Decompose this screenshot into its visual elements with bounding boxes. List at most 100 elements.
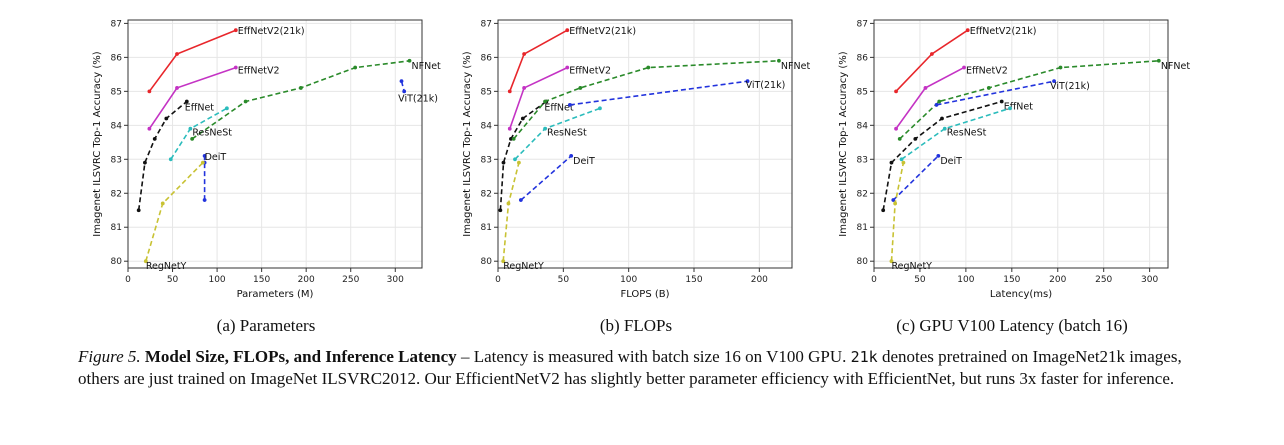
chart-panel-flops: 0 50 100 150 200 80 81 82 83 84 85 86 87 FLOPS (B) Ima… [450, 8, 822, 308]
x-tick-label-3: 150 [253, 275, 270, 285]
point-resnest-2 [598, 106, 602, 111]
point-regnety-1 [506, 201, 511, 206]
series-line-regnety [502, 162, 520, 262]
caption-text-1: – Latency is measured with batch size 16… [456, 347, 851, 366]
point-nfnet-3 [353, 65, 358, 70]
point-effnet-4 [184, 99, 189, 104]
point-resnest-1 [188, 126, 193, 131]
chart-panel-latency: 0 50 100 150 200 250 300 80 81 82 83 84 85 86 87 Latenc… [826, 8, 1198, 308]
series-label-resnest: ResNeSt [192, 128, 232, 139]
series-line-effnet [137, 100, 188, 211]
point-nfnet-1 [243, 99, 248, 104]
series-label-nfnet: NFNet [412, 61, 442, 72]
point-effnet-3 [940, 116, 944, 121]
subcaption-flops: (b) FLOPs [599, 316, 673, 335]
point-effnetv2-21k-0 [894, 89, 898, 94]
series-label-effnet: EffNet [1004, 102, 1033, 113]
series-label-regnety: RegNetY [146, 261, 187, 272]
y-axis-title: Imagenet ILSVRC Top-1 Accuracy (%) [92, 51, 103, 236]
point-nfnet-1 [543, 99, 547, 104]
series-line-effnetv2 [509, 66, 568, 129]
y-tick-label-6: 86 [111, 53, 123, 63]
point-effnet-0 [136, 208, 141, 213]
point-resnest-1 [942, 126, 947, 131]
point-resnest-0 [899, 157, 904, 162]
point-nfnet-4 [777, 58, 781, 63]
series-line-nfnet [513, 60, 779, 140]
point-deit-2 [202, 153, 207, 158]
y-tick-label-3: 83 [481, 155, 492, 165]
y-tick-label-1: 81 [481, 223, 492, 233]
point-effnetv2-21k-2 [965, 28, 970, 33]
series-line-deit [892, 155, 939, 201]
point-vit-21k-0 [399, 79, 404, 84]
x-tick-label-5: 250 [342, 275, 359, 285]
chart-flops: 0 50 100 150 200 80 81 82 83 84 85 86 87 FLOPS (B) Ima… [462, 19, 810, 300]
x-tick-label-1: 50 [167, 275, 179, 285]
point-effnetv2-1 [175, 86, 179, 90]
point-regnety-1 [160, 201, 165, 206]
series-label-vit-21k: ViT(21k) [1050, 81, 1090, 92]
point-effnetv2-2 [565, 65, 570, 70]
y-tick-label-0: 80 [111, 257, 123, 267]
x-axis-title: FLOPS (B) [620, 289, 669, 300]
plot-frame [497, 19, 793, 269]
point-resnest-2 [1008, 106, 1012, 111]
point-nfnet-0 [511, 137, 516, 141]
y-tick-label-2: 82 [857, 189, 868, 199]
y-tick-label-3: 83 [857, 155, 868, 165]
point-deit-1 [569, 153, 574, 158]
point-effnet-4 [999, 99, 1004, 104]
chart-parameters: 0 50 100 150 200 250 300 80 81 82 83 84 85 86 87 Parame… [92, 19, 442, 300]
series-label-deit: DeiT [205, 152, 227, 163]
point-effnet-1 [889, 160, 894, 165]
point-effnet-2 [913, 137, 918, 141]
point-vit-21k-1 [402, 89, 407, 94]
x-tick-label-5: 250 [1095, 275, 1112, 285]
figure-caption: Figure 5. Model Size, FLOPs, and Inferen… [78, 346, 1218, 389]
x-tick-label-0: 0 [871, 275, 877, 285]
series-line-regnety [890, 162, 905, 262]
series-line-vit-21k [936, 80, 1055, 106]
x-tick-label-3: 150 [685, 275, 702, 285]
x-tick-label-6: 300 [1141, 275, 1158, 285]
point-effnetv2-21k-0 [147, 89, 152, 94]
point-vit-21k-1 [745, 79, 750, 84]
point-resnest-2 [224, 106, 229, 111]
y-tick-label-7: 87 [857, 19, 868, 29]
point-nfnet-4 [1156, 58, 1161, 63]
point-effnetv2-1 [923, 86, 928, 90]
subcaption-latency: (c) GPU V100 Latency (batch 16) [896, 316, 1128, 335]
point-nfnet-1 [937, 99, 942, 104]
point-effnet-1 [501, 160, 506, 165]
x-tick-label-1: 50 [558, 275, 570, 285]
series-line-regnety [145, 162, 204, 262]
series-line-effnetv2 [148, 66, 237, 130]
point-effnetv2-21k-0 [507, 89, 512, 94]
y-tick-label-0: 80 [857, 257, 869, 267]
caption-figure-label: Figure 5. [78, 347, 141, 366]
y-tick-label-2: 82 [481, 189, 492, 199]
point-regnety-2 [901, 160, 906, 165]
x-tick-label-2: 100 [208, 275, 225, 285]
x-axis-title: Parameters (M) [237, 289, 314, 300]
series-label-effnetv2: EffNetV2 [238, 66, 280, 77]
point-resnest-1 [543, 126, 547, 131]
series-label-regnety: RegNetY [891, 261, 932, 272]
point-effnetv2-0 [147, 126, 152, 131]
y-tick-label-2: 82 [111, 189, 122, 199]
chart-latency: 0 50 100 150 200 250 300 80 81 82 83 84 85 86 87 Latenc… [838, 19, 1190, 300]
series-label-deit: DeiT [940, 156, 962, 167]
point-effnetv2-0 [507, 126, 512, 131]
caption-title: Model Size, FLOPs, and Inference Latency [144, 347, 457, 366]
series-label-regnety: RegNetY [503, 261, 544, 272]
series-label-resnest: ResNeSt [547, 128, 587, 139]
series-label-effnetv2-21k: EffNetV2(21k) [238, 26, 305, 37]
series-line-vit-21k [569, 80, 748, 106]
point-regnety-0 [501, 259, 506, 264]
series-label-effnetv2-21k: EffNetV2(21k) [569, 26, 636, 37]
point-regnety-2 [200, 160, 205, 165]
point-nfnet-0 [897, 137, 902, 141]
point-effnet-0 [498, 208, 503, 213]
